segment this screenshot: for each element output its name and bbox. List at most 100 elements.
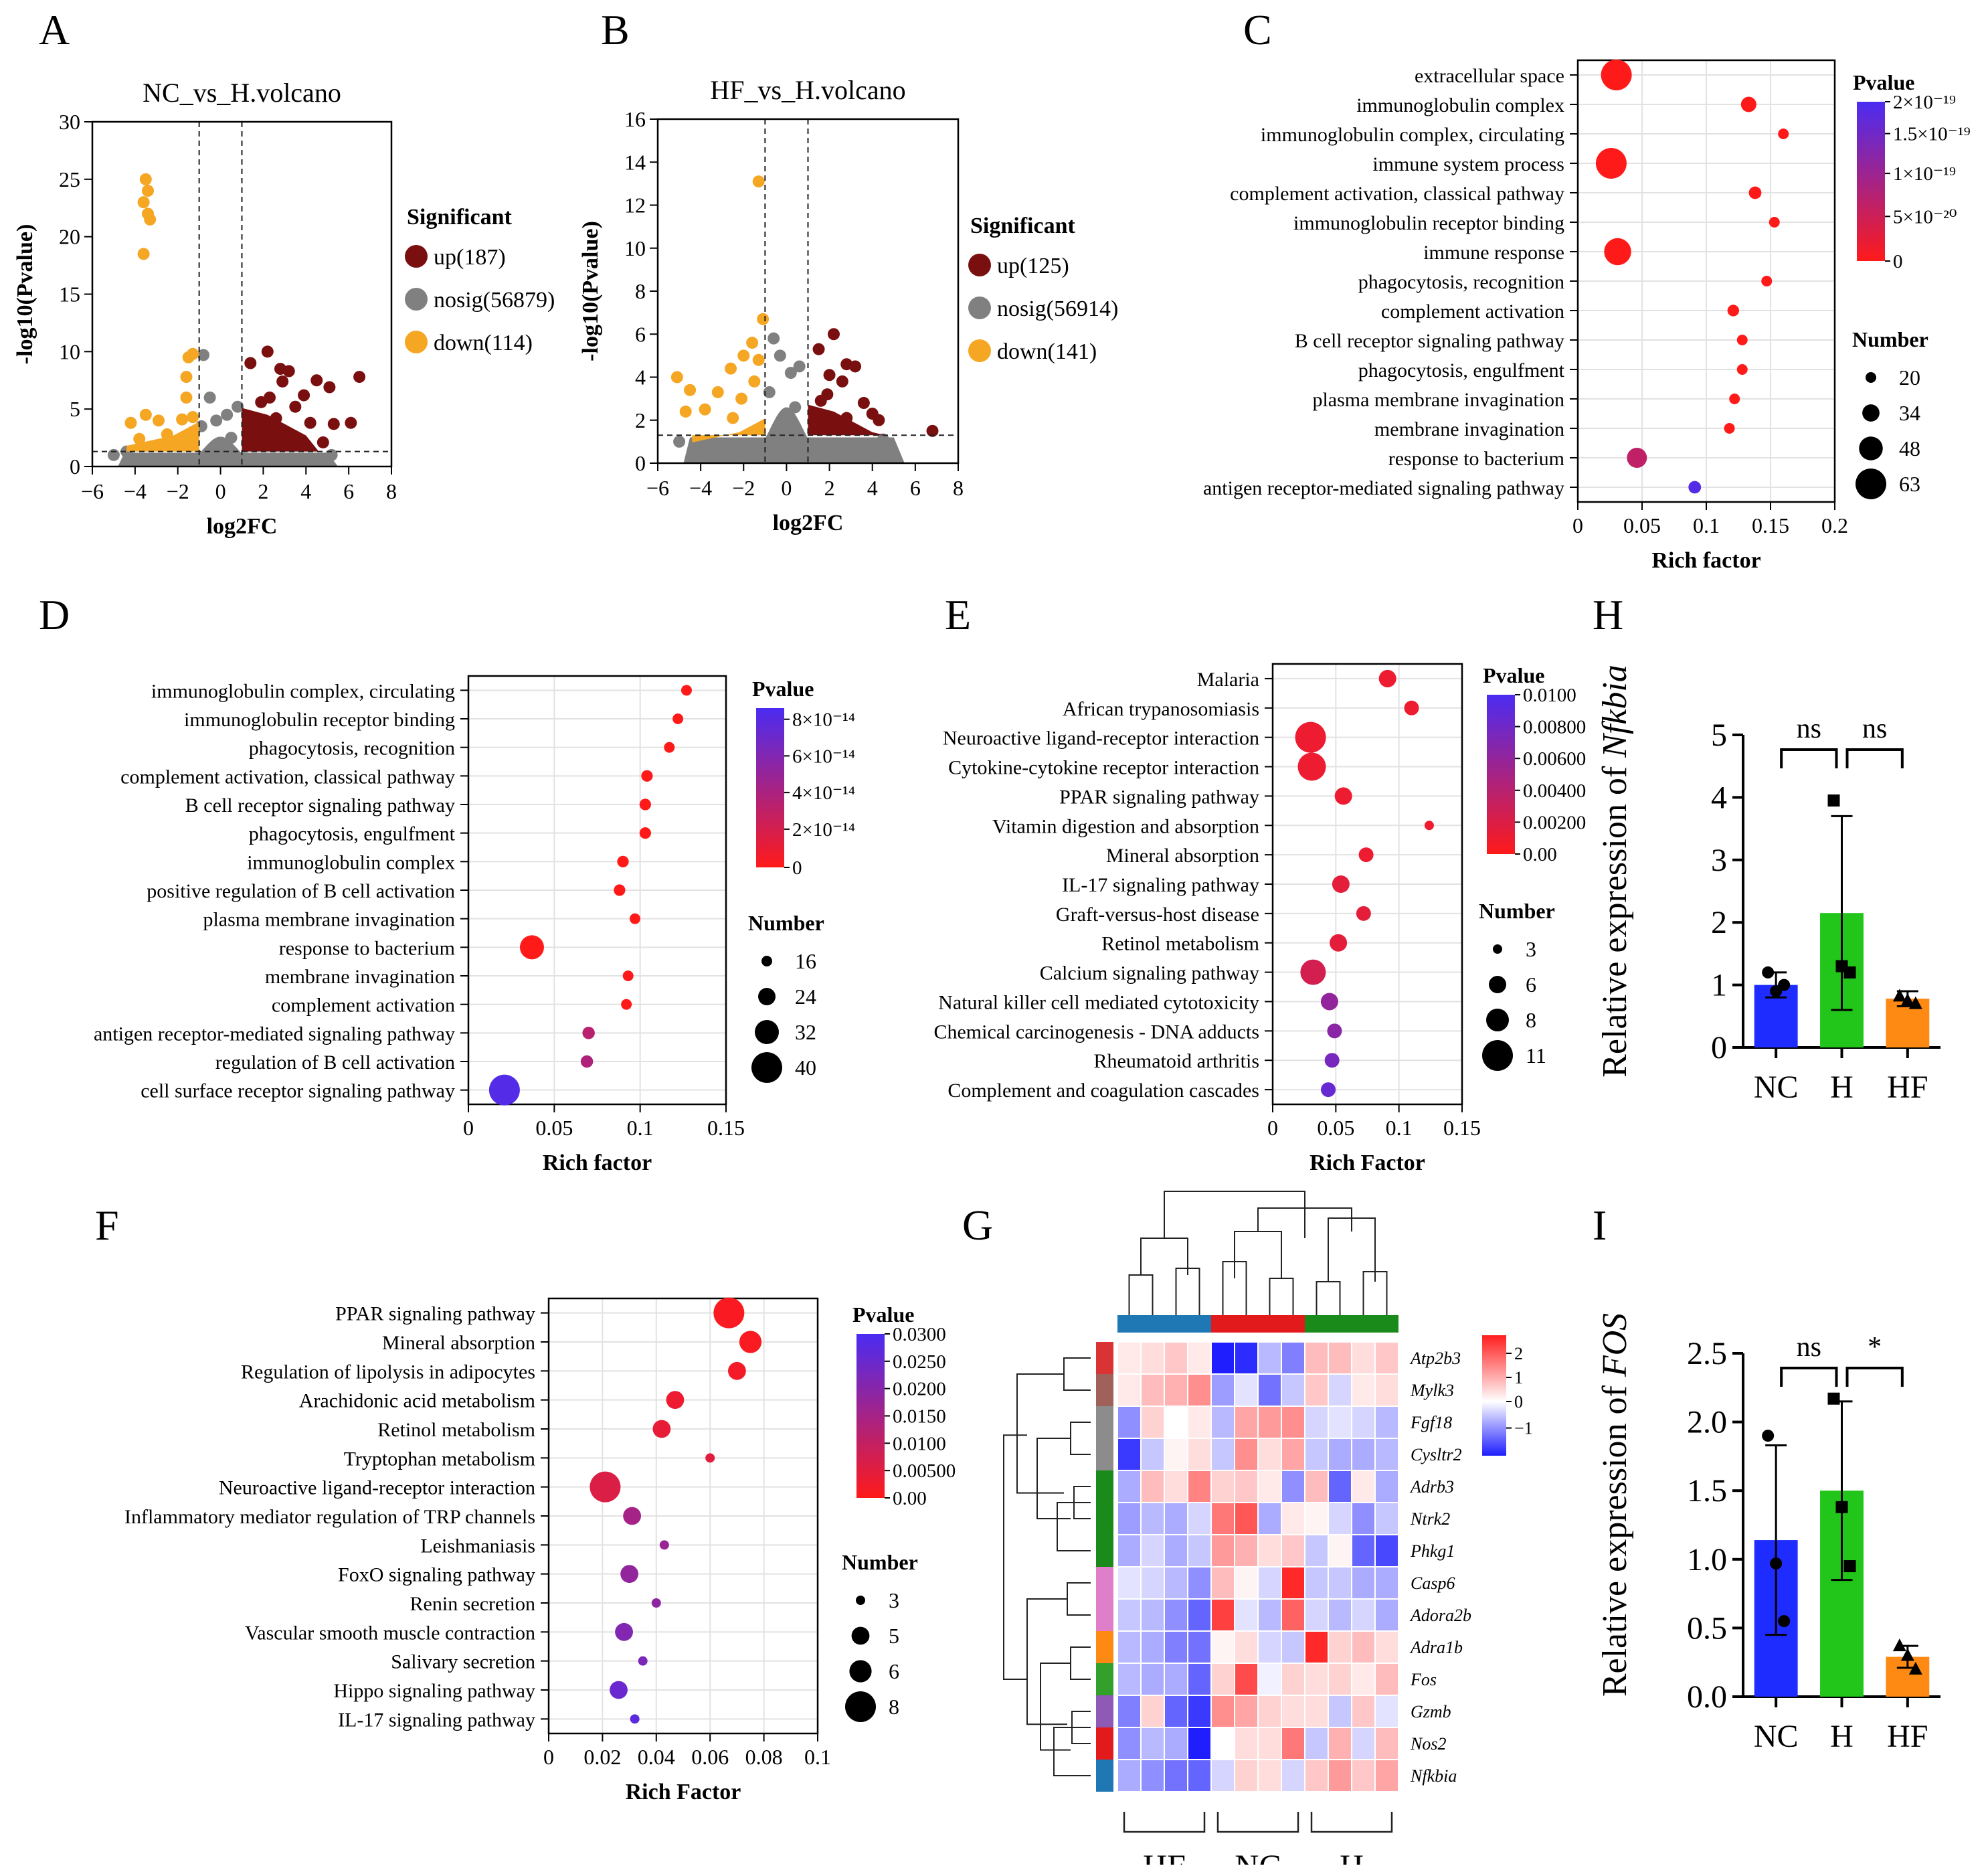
x-tick-label: 8 (386, 479, 397, 503)
term-label: Tryptophan metabolism (344, 1448, 535, 1470)
term-label: phagocytosis, engulfment (249, 823, 456, 845)
bubble (621, 999, 632, 1010)
row-color-bar (1096, 1438, 1113, 1470)
heatmap-cell (1351, 1630, 1376, 1664)
heatmap-cell (1117, 1727, 1142, 1760)
col-dendrogram (1140, 1238, 1188, 1275)
heatmap-cell (1234, 1373, 1259, 1407)
down-point (137, 248, 150, 260)
bubble (614, 884, 626, 896)
heatmap-cell (1164, 1341, 1188, 1375)
size-legend-dot (849, 1660, 872, 1683)
legend-title: Significant (407, 205, 512, 230)
down-point (748, 375, 761, 388)
heatmap-cell (1187, 1663, 1212, 1696)
bubble (672, 713, 684, 724)
bubble (582, 1027, 595, 1039)
heatmap-cell (1374, 1470, 1399, 1503)
size-legend-dot (1489, 976, 1506, 993)
heatmap-cell (1140, 1727, 1165, 1760)
up-cloud (242, 408, 319, 452)
term-label: immune system process (1372, 153, 1564, 175)
heatmap-cell (1374, 1438, 1399, 1471)
down-point (142, 185, 155, 197)
size-legend-label: 48 (1899, 436, 1920, 460)
data-point (1835, 1501, 1848, 1513)
size-legend-label: 32 (795, 1020, 816, 1044)
bubble (1627, 448, 1647, 468)
row-dendrogram (1036, 1438, 1071, 1519)
heatmap-cell (1351, 1727, 1376, 1760)
down-point (180, 371, 193, 384)
heatmap-cell (1164, 1534, 1188, 1567)
colorbar-tick-label: 0 (792, 857, 802, 879)
bubble (1424, 821, 1434, 831)
legend-swatch (405, 245, 428, 268)
y-tick-label: 16 (624, 107, 646, 131)
nosig-point (325, 448, 338, 461)
x-tick-label: 0.1 (804, 1745, 831, 1769)
down-point (725, 362, 737, 375)
down-point (735, 392, 748, 405)
term-label: immunoglobulin complex, circulating (151, 680, 455, 702)
colorbar-tick-label: 0.0250 (893, 1351, 946, 1373)
heatmap-cell (1328, 1566, 1352, 1600)
term-label: PPAR signaling pathway (335, 1303, 535, 1325)
heatmap-cell (1374, 1695, 1399, 1728)
data-point (1778, 1615, 1791, 1628)
heatmap-cell (1164, 1566, 1188, 1600)
x-tick-label: HF (1887, 1070, 1928, 1105)
heatmap-cell (1374, 1759, 1399, 1792)
heatmap-cell (1164, 1598, 1188, 1632)
bubble (1688, 481, 1702, 494)
heatmap-cell (1187, 1630, 1212, 1664)
heatmap-cell (1210, 1502, 1235, 1535)
heatmap-cell (1117, 1470, 1142, 1503)
legend-label: up(125) (997, 254, 1069, 278)
bubble (641, 770, 653, 782)
heatmap-cell (1117, 1406, 1142, 1439)
heatmap-cell (1140, 1566, 1165, 1600)
heatmap-cell (1304, 1663, 1329, 1696)
group-bar (1211, 1315, 1305, 1333)
gene-label: Adrb3 (1409, 1477, 1454, 1497)
heatmap-cell (1234, 1566, 1259, 1600)
colorbar-tick-label: 1×10⁻¹⁹ (1893, 163, 1956, 185)
up-point (926, 424, 939, 437)
heatmap-cell (1117, 1695, 1142, 1728)
group-bar (1305, 1315, 1398, 1333)
colorbar-tick-label: 0.00200 (1523, 812, 1586, 833)
row-dendrogram (1070, 1422, 1091, 1455)
down-point (746, 337, 759, 349)
heatmap-cell (1234, 1502, 1259, 1535)
heatmap-cell (1351, 1373, 1376, 1407)
legend-swatch (968, 296, 991, 319)
y-tick-label: 2.5 (1687, 1336, 1727, 1371)
y-tick-label: 10 (59, 339, 80, 363)
term-label: Mineral absorption (1106, 845, 1259, 867)
up-point (823, 369, 836, 381)
term-label: Regulation of lipolysis in adipocytes (241, 1361, 535, 1383)
heatmap-cell (1210, 1438, 1235, 1471)
panel-label-E: E (945, 591, 971, 639)
up-point (261, 345, 274, 358)
up-point (345, 416, 357, 429)
colorbar-tick-label: 4×10⁻¹⁴ (792, 782, 855, 804)
panel-label-F: F (95, 1201, 119, 1249)
y-tick-label: 3 (1711, 843, 1727, 878)
up-point (253, 422, 266, 435)
row-color-bar (1096, 1631, 1113, 1663)
heatmap-cell (1140, 1502, 1165, 1535)
term-label: PPAR signaling pathway (1059, 786, 1259, 808)
y-tick-label: 25 (59, 167, 80, 191)
row-color-bar (1096, 1695, 1113, 1727)
heatmap-cell (1187, 1566, 1212, 1600)
size-legend-label: 6 (1526, 972, 1536, 997)
heatmap-cell (1117, 1759, 1142, 1792)
bubble (728, 1361, 746, 1380)
x-tick-label: 2 (258, 479, 268, 503)
sig-label: ns (1862, 713, 1887, 744)
panel-label-I: I (1593, 1201, 1607, 1249)
term-label: Graft-versus-host disease (1056, 904, 1259, 926)
heatmap-cell (1351, 1438, 1376, 1471)
